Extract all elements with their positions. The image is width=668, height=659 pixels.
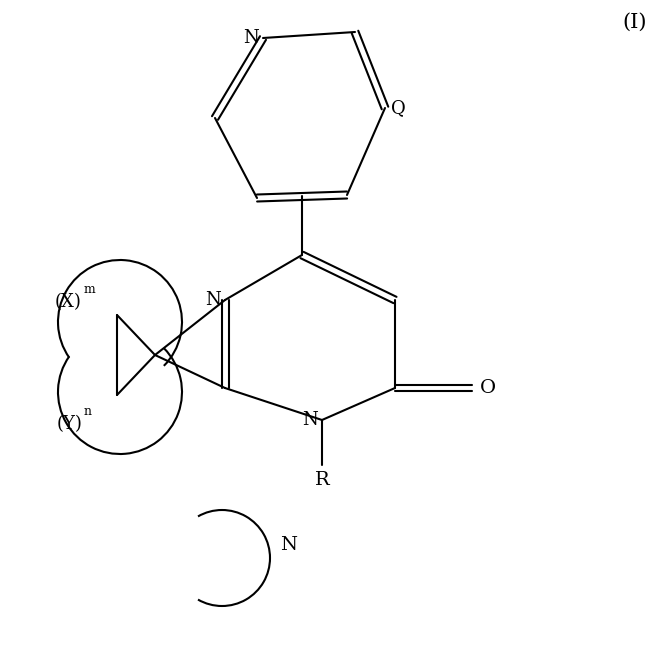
Text: Q: Q [391,99,405,117]
Text: (I): (I) [623,13,647,32]
Text: (X): (X) [55,293,82,311]
Text: n: n [84,405,92,418]
Text: N: N [243,29,259,47]
Text: O: O [480,379,496,397]
Text: N: N [205,291,221,309]
Text: N: N [302,411,318,429]
Text: R: R [315,471,329,489]
Text: (Y): (Y) [56,415,82,433]
Text: m: m [84,283,96,296]
Text: N: N [280,536,297,554]
